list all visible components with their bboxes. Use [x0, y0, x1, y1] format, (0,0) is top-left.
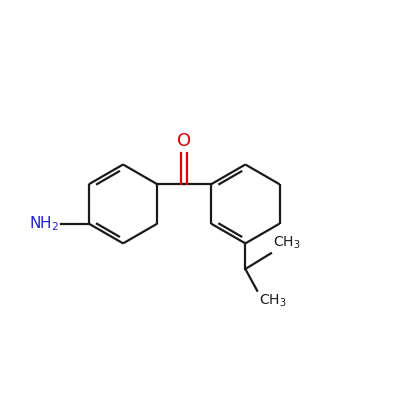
Text: NH$_2$: NH$_2$: [29, 214, 59, 233]
Text: O: O: [177, 132, 191, 150]
Text: CH$_3$: CH$_3$: [273, 235, 301, 251]
Text: CH$_3$: CH$_3$: [259, 293, 287, 309]
